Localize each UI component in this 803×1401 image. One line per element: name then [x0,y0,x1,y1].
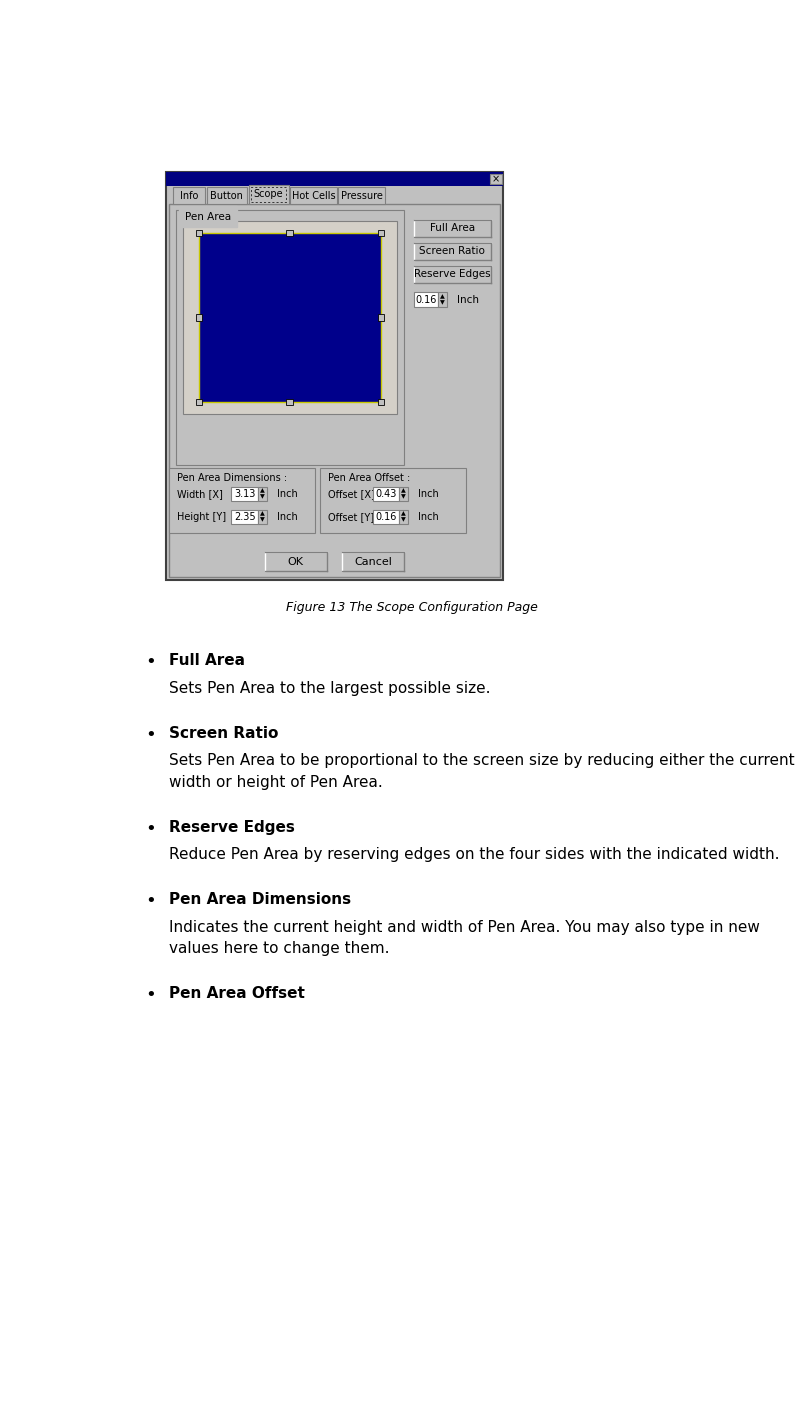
Bar [264,552,326,570]
Text: Pen Area Dimensions: Pen Area Dimensions [169,892,350,906]
Text: Sets Pen Area to be proportional to the screen size by reducing either the curre: Sets Pen Area to be proportional to the … [169,754,793,768]
Bar [377,399,384,405]
Text: values here to change them.: values here to change them. [169,941,389,957]
Bar [286,230,292,235]
Text: Pen Area Offset :: Pen Area Offset : [327,472,410,483]
Text: Full Area: Full Area [430,223,475,233]
Bar [166,172,503,580]
Text: Pressure: Pressure [340,191,382,200]
Bar [231,510,258,524]
Bar [196,230,202,235]
Text: Screen Ratio: Screen Ratio [419,247,485,256]
Bar [413,242,491,259]
Text: ▼: ▼ [260,495,264,499]
Bar [398,510,408,524]
Bar [183,221,396,413]
Text: •: • [145,820,156,838]
Text: Indicates the current height and width of Pen Area. You may also type in new: Indicates the current height and width o… [169,919,759,934]
Bar [338,188,385,205]
Text: Inch: Inch [277,511,298,523]
Bar [196,314,202,321]
Bar [413,266,491,283]
Bar [166,172,503,186]
Bar [320,468,465,534]
Bar [290,188,336,205]
Bar [398,488,408,500]
Text: •: • [145,653,156,671]
Bar [372,488,398,500]
Text: OK: OK [287,556,304,566]
Text: Button: Button [210,191,243,200]
Text: Figure 13 The Scope Configuration Page: Figure 13 The Scope Configuration Page [286,601,537,614]
Bar [342,552,404,570]
Text: Inch: Inch [418,489,438,499]
Text: 0.16: 0.16 [415,294,436,305]
Text: ▼: ▼ [401,495,406,499]
Text: Pen Area Offset: Pen Area Offset [169,986,304,1000]
Text: ▲: ▲ [260,511,264,517]
Bar [169,468,315,534]
Bar [377,230,384,235]
Text: 2.35: 2.35 [234,511,255,523]
Text: Offset [X]: Offset [X] [327,489,374,499]
Text: Pen Area: Pen Area [185,212,230,221]
Text: 0.43: 0.43 [374,489,396,499]
Bar [176,210,404,465]
Text: Screen Ratio: Screen Ratio [169,726,278,741]
Text: Pen Area Dimensions :: Pen Area Dimensions : [177,472,287,483]
Text: Inch: Inch [418,511,438,523]
Text: Inch: Inch [277,489,298,499]
Text: Offset [Y]: Offset [Y] [327,511,373,523]
Text: Height [Y]: Height [Y] [177,511,226,523]
Bar [196,399,202,405]
Text: ▲: ▲ [439,294,444,300]
Text: Sets Pen Area to the largest possible size.: Sets Pen Area to the largest possible si… [169,681,490,696]
Text: ▲: ▲ [401,489,406,493]
Bar [231,488,258,500]
Text: Reserve Edges: Reserve Edges [169,820,294,835]
Text: Hot Cells: Hot Cells [291,191,335,200]
Text: Info: Info [179,191,198,200]
Bar [169,205,499,577]
Bar [372,510,398,524]
Text: •: • [145,986,156,1005]
Text: •: • [145,726,156,744]
Text: ▼: ▼ [260,517,264,523]
Text: •: • [145,892,156,909]
Bar [198,233,381,402]
Text: 3.13: 3.13 [234,489,255,499]
Text: Reserve Edges: Reserve Edges [414,269,490,279]
Text: Cancel: Cancel [354,556,392,566]
Text: ▼: ▼ [439,300,444,305]
Bar [206,188,247,205]
Bar [286,399,292,405]
Bar [413,291,438,307]
Bar [248,185,288,205]
Text: width or height of Pen Area.: width or height of Pen Area. [169,775,382,790]
Bar [258,510,267,524]
Text: Inch: Inch [456,294,479,305]
Bar [251,188,286,202]
Bar [489,174,501,185]
Text: Width [X]: Width [X] [177,489,222,499]
Bar [413,220,491,237]
Bar [173,188,205,205]
Text: ▲: ▲ [260,489,264,493]
Text: Full Area: Full Area [169,653,244,668]
Text: Scope: Scope [254,189,283,199]
Bar [377,314,384,321]
Text: ▲: ▲ [401,511,406,517]
Bar [438,291,446,307]
Bar [258,488,267,500]
Text: Reduce Pen Area by reserving edges on the four sides with the indicated width.: Reduce Pen Area by reserving edges on th… [169,848,778,862]
Text: ▼: ▼ [401,517,406,523]
Text: ×: × [491,174,499,184]
Text: 0.16: 0.16 [374,511,396,523]
